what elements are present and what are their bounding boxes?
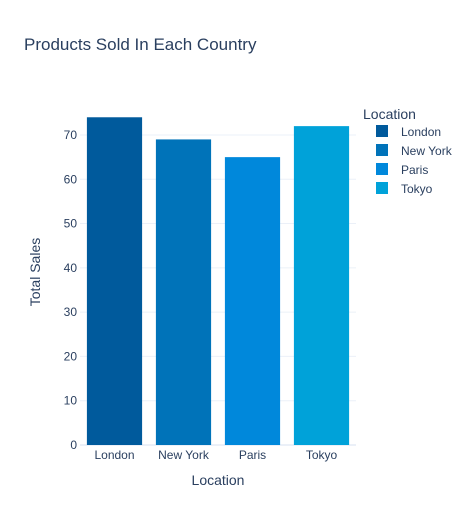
bar-new-york	[155, 139, 212, 445]
legend-label: New York	[401, 144, 453, 158]
y-axis-title: Total Sales	[27, 238, 43, 306]
y-tick-label: 20	[64, 349, 78, 363]
y-tick-label: 50	[64, 217, 78, 231]
legend: Location London New York Paris Tokyo	[363, 106, 453, 196]
x-tick-label: Tokyo	[306, 448, 338, 462]
legend-item[interactable]: New York	[376, 144, 453, 158]
y-tick-label: 40	[64, 261, 78, 275]
x-axis-title: Location	[192, 472, 245, 488]
legend-swatch	[376, 182, 388, 194]
y-tick-label: 60	[64, 172, 78, 186]
y-tick-labels: 0 10 20 30 40 50 60 70	[64, 128, 78, 452]
legend-item[interactable]: Tokyo	[376, 182, 433, 196]
legend-swatch	[376, 144, 388, 156]
bars	[86, 117, 350, 446]
legend-label: London	[401, 125, 441, 139]
x-tick-label: Paris	[239, 448, 266, 462]
bar-london	[86, 117, 143, 445]
chart-title: Products Sold In Each Country	[24, 35, 257, 54]
legend-item[interactable]: Paris	[376, 163, 428, 177]
x-tick-labels: London New York Paris Tokyo	[94, 448, 337, 462]
bar-paris	[224, 157, 281, 446]
legend-label: Paris	[401, 163, 428, 177]
legend-item[interactable]: London	[376, 125, 441, 139]
bar-tokyo	[293, 126, 350, 446]
y-tick-label: 30	[64, 305, 78, 319]
y-tick-label: 10	[64, 394, 78, 408]
legend-label: Tokyo	[401, 182, 433, 196]
x-tick-label: New York	[158, 448, 210, 462]
legend-title: Location	[363, 106, 416, 122]
x-tick-label: London	[94, 448, 134, 462]
y-tick-label: 0	[70, 438, 77, 452]
legend-swatch	[376, 125, 388, 137]
y-tick-label: 70	[64, 128, 78, 142]
legend-swatch	[376, 163, 388, 175]
